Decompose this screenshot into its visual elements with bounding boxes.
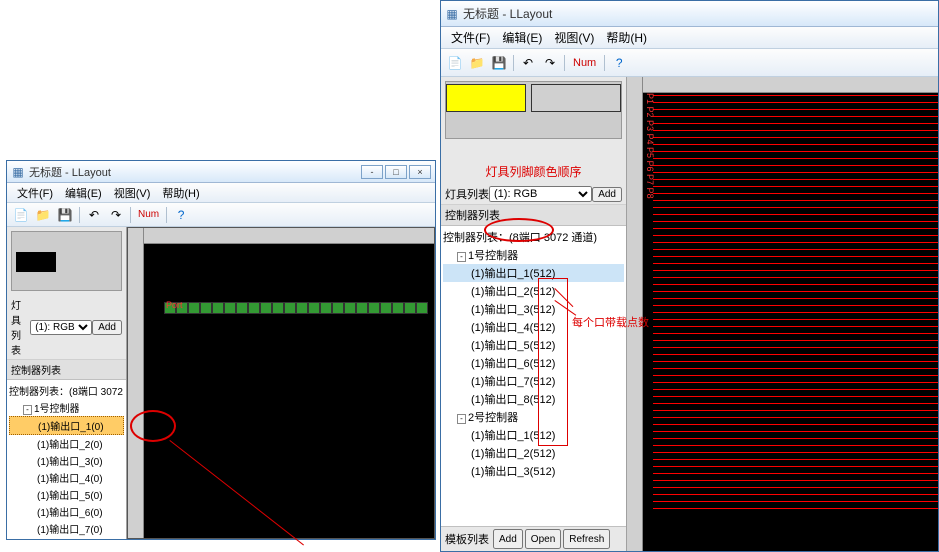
ruler-h (128, 228, 434, 244)
tree-port[interactable]: (1)输出口_1(512) (443, 426, 624, 444)
tree-root: 控制器列表：(8端口 3072 通道) (9, 382, 124, 399)
light-select[interactable]: (1): RGB (489, 186, 592, 202)
menubar-small: 文件(F) 编辑(E) 视图(V) 帮助(H) (7, 183, 435, 203)
tree-ctrl1[interactable]: -1号控制器 (9, 399, 124, 416)
tpl-open-button[interactable]: Open (525, 529, 561, 549)
yellow-box (446, 84, 526, 112)
tree-port[interactable]: (1)输出口_2(0) (9, 435, 124, 452)
toolbar-big: 📄 📁 💾 ↶ ↷ Num ? (441, 49, 938, 77)
app-icon: ▦ (445, 7, 459, 21)
annotation-circle-small (130, 410, 176, 442)
ctrl-tree-big[interactable]: 控制器列表：(8端口 3072 通道) -1号控制器 (1)输出口_1(512)… (441, 226, 626, 526)
canvas-small[interactable]: Port (127, 227, 435, 539)
annotation-circle-big (484, 218, 554, 242)
tpl-refresh-button[interactable]: Refresh (563, 529, 610, 549)
ctrl-tree-small[interactable]: 控制器列表：(8端口 3072 通道) -1号控制器 (1)输出口_1(0) (… (7, 380, 126, 539)
port-labels: P1 P2 P3 P4 P5 P6 P7 P8 (645, 93, 655, 199)
tree-port[interactable]: (1)输出口_7(0) (9, 520, 124, 537)
add-light-button[interactable]: Add (592, 187, 622, 202)
tree-ctrl2[interactable]: -2号控制器 (443, 408, 624, 426)
menu-edit[interactable]: 编辑(E) (59, 185, 108, 201)
tree-port[interactable]: (1)输出口_3(512) (443, 462, 624, 480)
tree-port[interactable]: (1)输出口_8(0) (9, 537, 124, 539)
ctrl-list-label: 控制器列表 (7, 360, 126, 380)
tree-port[interactable]: (1)输出口_3(512) (443, 300, 624, 318)
minimize-button[interactable]: - (361, 165, 383, 179)
ruler-v (128, 228, 144, 538)
light-select[interactable]: (1): RGB (30, 320, 92, 335)
tree-port[interactable]: (1)输出口_5(0) (9, 486, 124, 503)
window-title: 无标题 - LLayout (29, 164, 111, 180)
tree-port[interactable]: (1)输出口_7(512) (443, 372, 624, 390)
open-button[interactable]: 📁 (467, 53, 487, 73)
annotation-box (538, 278, 568, 446)
window-title: 无标题 - LLayout (463, 5, 552, 22)
new-button[interactable]: 📄 (11, 205, 31, 225)
menubar-big: 文件(F) 编辑(E) 视图(V) 帮助(H) (441, 27, 938, 49)
tree-port[interactable]: (1)输出口_1(0) (9, 416, 124, 435)
tpl-add-button[interactable]: Add (493, 529, 523, 549)
menu-file[interactable]: 文件(F) (445, 29, 496, 46)
menu-view[interactable]: 视图(V) (108, 185, 157, 201)
add-light-button[interactable]: Add (92, 320, 122, 335)
window-small: ▦ 无标题 - LLayout - □ × 文件(F) 编辑(E) 视图(V) … (6, 160, 436, 540)
undo-button[interactable]: ↶ (518, 53, 538, 73)
canvas-big[interactable]: P1 P2 P3 P4 P5 P6 P7 P8 (627, 77, 938, 551)
toolbar-small: 📄 📁 💾 ↶ ↷ Num ? (7, 203, 435, 227)
open-button[interactable]: 📁 (33, 205, 53, 225)
ruler-h (627, 77, 938, 93)
help-button[interactable]: ? (609, 53, 629, 73)
tree-port[interactable]: (1)输出口_8(512) (443, 390, 624, 408)
help-button[interactable]: ? (171, 205, 191, 225)
save-button[interactable]: 💾 (489, 53, 509, 73)
template-row: 模板列表 Add Open Refresh (441, 526, 626, 551)
tree-port[interactable]: (1)输出口_5(512) (443, 336, 624, 354)
tree-port[interactable]: (1)输出口_6(0) (9, 503, 124, 520)
menu-help[interactable]: 帮助(H) (600, 29, 653, 46)
left-panel-small: 灯具列表 (1): RGB Add 控制器列表 控制器列表：(8端口 3072 … (7, 227, 127, 539)
port-label: Port (166, 300, 183, 310)
preview-small (11, 231, 122, 291)
red-stripes (643, 93, 938, 551)
redo-button[interactable]: ↷ (106, 205, 126, 225)
new-button[interactable]: 📄 (445, 53, 465, 73)
light-list-label: 灯具列表 (445, 186, 489, 202)
maximize-button[interactable]: □ (385, 165, 407, 179)
green-row (164, 302, 428, 314)
save-button[interactable]: 💾 (55, 205, 75, 225)
menu-help[interactable]: 帮助(H) (156, 185, 205, 201)
template-label: 模板列表 (443, 529, 491, 549)
tree-port[interactable]: (1)输出口_6(512) (443, 354, 624, 372)
tree-port[interactable]: (1)输出口_2(512) (443, 444, 624, 462)
undo-button[interactable]: ↶ (84, 205, 104, 225)
tree-port[interactable]: (1)输出口_4(512) (443, 318, 624, 336)
app-icon: ▦ (11, 165, 25, 179)
tree-port[interactable]: (1)输出口_1(512) (443, 264, 624, 282)
redo-button[interactable]: ↷ (540, 53, 560, 73)
menu-edit[interactable]: 编辑(E) (496, 29, 548, 46)
preview-big (445, 81, 622, 139)
menu-view[interactable]: 视图(V) (548, 29, 600, 46)
tree-port[interactable]: (1)输出口_3(0) (9, 452, 124, 469)
annotation-color-order: 灯具列脚颜色顺序 (441, 143, 626, 184)
close-button[interactable]: × (409, 165, 431, 179)
titlebar-big: ▦ 无标题 - LLayout (441, 1, 938, 27)
tree-port[interactable]: (1)输出口_4(0) (9, 469, 124, 486)
left-panel-big: 灯具列脚颜色顺序 灯具列表 (1): RGB Add 控制器列表 控制器列表：(… (441, 77, 627, 551)
menu-file[interactable]: 文件(F) (11, 185, 59, 201)
num-button[interactable]: Num (569, 53, 600, 73)
ruler-v (627, 77, 643, 551)
gray-box (531, 84, 621, 112)
titlebar-small: ▦ 无标题 - LLayout - □ × (7, 161, 435, 183)
window-big: ▦ 无标题 - LLayout 文件(F) 编辑(E) 视图(V) 帮助(H) … (440, 0, 939, 552)
tree-port[interactable]: (1)输出口_2(512) (443, 282, 624, 300)
light-list-label: 灯具列表 (11, 297, 30, 357)
num-button[interactable]: Num (135, 205, 162, 225)
tree-ctrl1[interactable]: -1号控制器 (443, 246, 624, 264)
